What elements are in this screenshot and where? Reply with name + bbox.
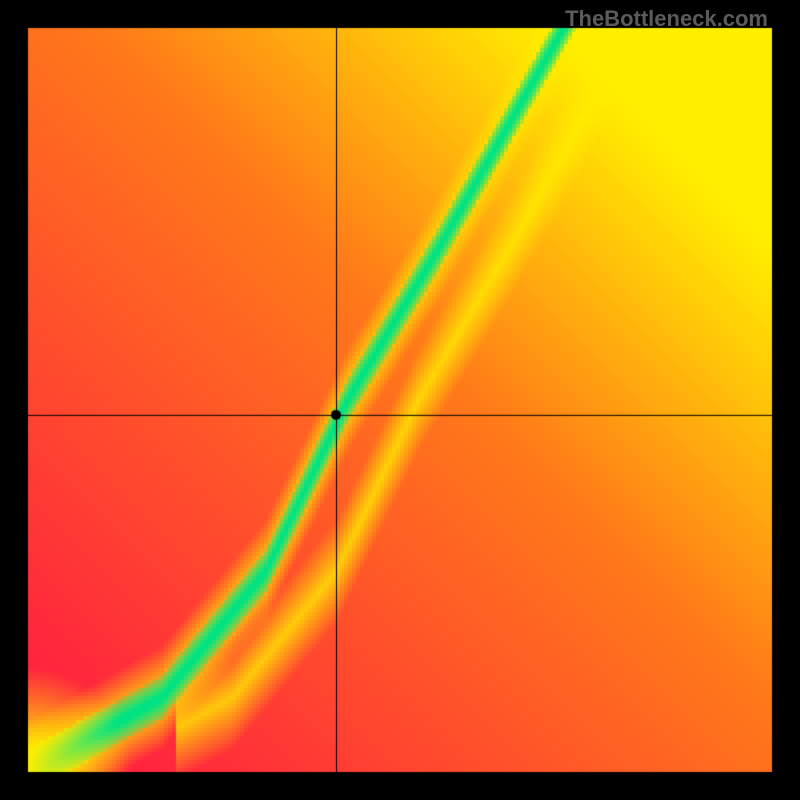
watermark-text: TheBottleneck.com: [565, 6, 768, 32]
chart-root: TheBottleneck.com: [0, 0, 800, 800]
heatmap-plot: [0, 0, 800, 800]
